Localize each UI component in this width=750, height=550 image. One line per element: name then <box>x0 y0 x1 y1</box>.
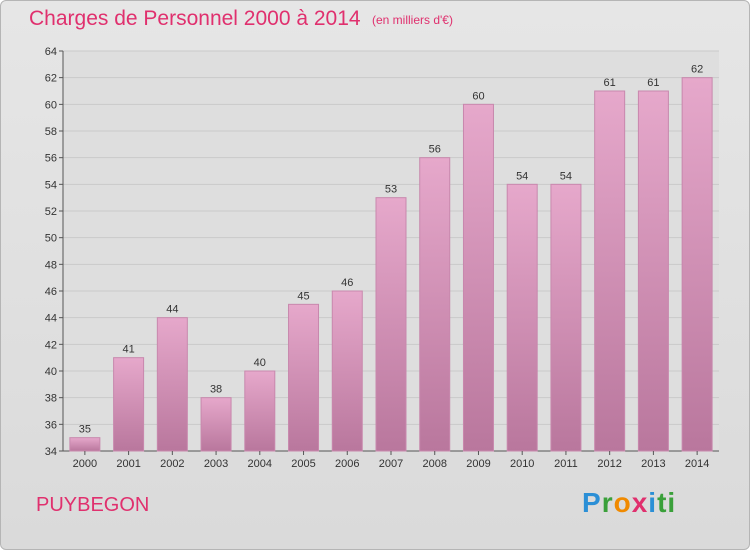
x-tick-label: 2002 <box>160 458 184 470</box>
data-label: 62 <box>691 64 703 76</box>
bar <box>506 183 538 452</box>
data-label: 41 <box>122 344 134 356</box>
data-label: 56 <box>429 144 441 156</box>
bar <box>419 157 451 452</box>
chart-subtitle: (en milliers d'€) <box>372 13 453 27</box>
data-label: 40 <box>254 357 266 369</box>
bar <box>288 303 320 452</box>
x-tick-label: 2011 <box>554 458 578 470</box>
x-tick-label: 2008 <box>422 458 446 470</box>
commune-name: PUYBEGON <box>36 494 150 516</box>
data-label: 46 <box>341 277 353 289</box>
data-label: 60 <box>472 90 484 102</box>
y-tick-label: 36 <box>45 419 57 431</box>
data-label: 61 <box>647 77 659 89</box>
y-tick-label: 34 <box>45 446 57 458</box>
bar <box>113 357 145 452</box>
bar <box>244 370 276 452</box>
x-tick-label: 2006 <box>335 458 359 470</box>
data-label: 45 <box>297 290 309 302</box>
x-tick-label: 2007 <box>379 458 403 470</box>
y-tick-label: 38 <box>45 393 57 405</box>
y-tick-label: 54 <box>45 179 57 191</box>
y-tick-label: 40 <box>45 366 57 378</box>
data-label: 44 <box>166 304 178 316</box>
bar <box>462 103 494 452</box>
x-tick-label: 2000 <box>73 458 97 470</box>
y-tick-label: 48 <box>45 259 57 271</box>
bar <box>594 90 626 452</box>
bar <box>200 397 232 452</box>
bar <box>156 317 188 452</box>
bar <box>681 77 713 452</box>
x-tick-label: 2013 <box>641 458 665 470</box>
proxiti-logo: Proxiti <box>582 487 677 518</box>
bar <box>637 90 669 452</box>
chart-title: Charges de Personnel 2000 à 2014 <box>29 7 361 30</box>
x-tick-label: 2004 <box>248 458 272 470</box>
y-tick-label: 50 <box>45 233 57 245</box>
y-tick-label: 56 <box>45 153 57 165</box>
x-tick-label: 2001 <box>116 458 140 470</box>
x-tick-label: 2009 <box>466 458 490 470</box>
x-tick-label: 2005 <box>291 458 315 470</box>
data-label: 38 <box>210 384 222 396</box>
y-tick-label: 52 <box>45 206 57 218</box>
y-tick-label: 42 <box>45 339 57 351</box>
y-tick-label: 46 <box>45 286 57 298</box>
y-tick-label: 58 <box>45 126 57 138</box>
x-tick-label: 2003 <box>204 458 228 470</box>
x-tick-label: 2012 <box>597 458 621 470</box>
data-label: 53 <box>385 184 397 196</box>
x-tick-label: 2010 <box>510 458 534 470</box>
data-label: 54 <box>560 170 572 182</box>
bar <box>331 290 363 452</box>
bar <box>69 437 101 452</box>
data-label: 61 <box>604 77 616 89</box>
y-tick-label: 44 <box>45 313 57 325</box>
data-label: 35 <box>79 424 91 436</box>
y-tick-label: 60 <box>45 99 57 111</box>
data-label: 54 <box>516 170 528 182</box>
bar <box>550 183 582 452</box>
x-tick-label: 2014 <box>685 458 709 470</box>
y-tick-label: 62 <box>45 73 57 85</box>
bar <box>375 197 407 452</box>
y-tick-label: 64 <box>45 46 57 58</box>
